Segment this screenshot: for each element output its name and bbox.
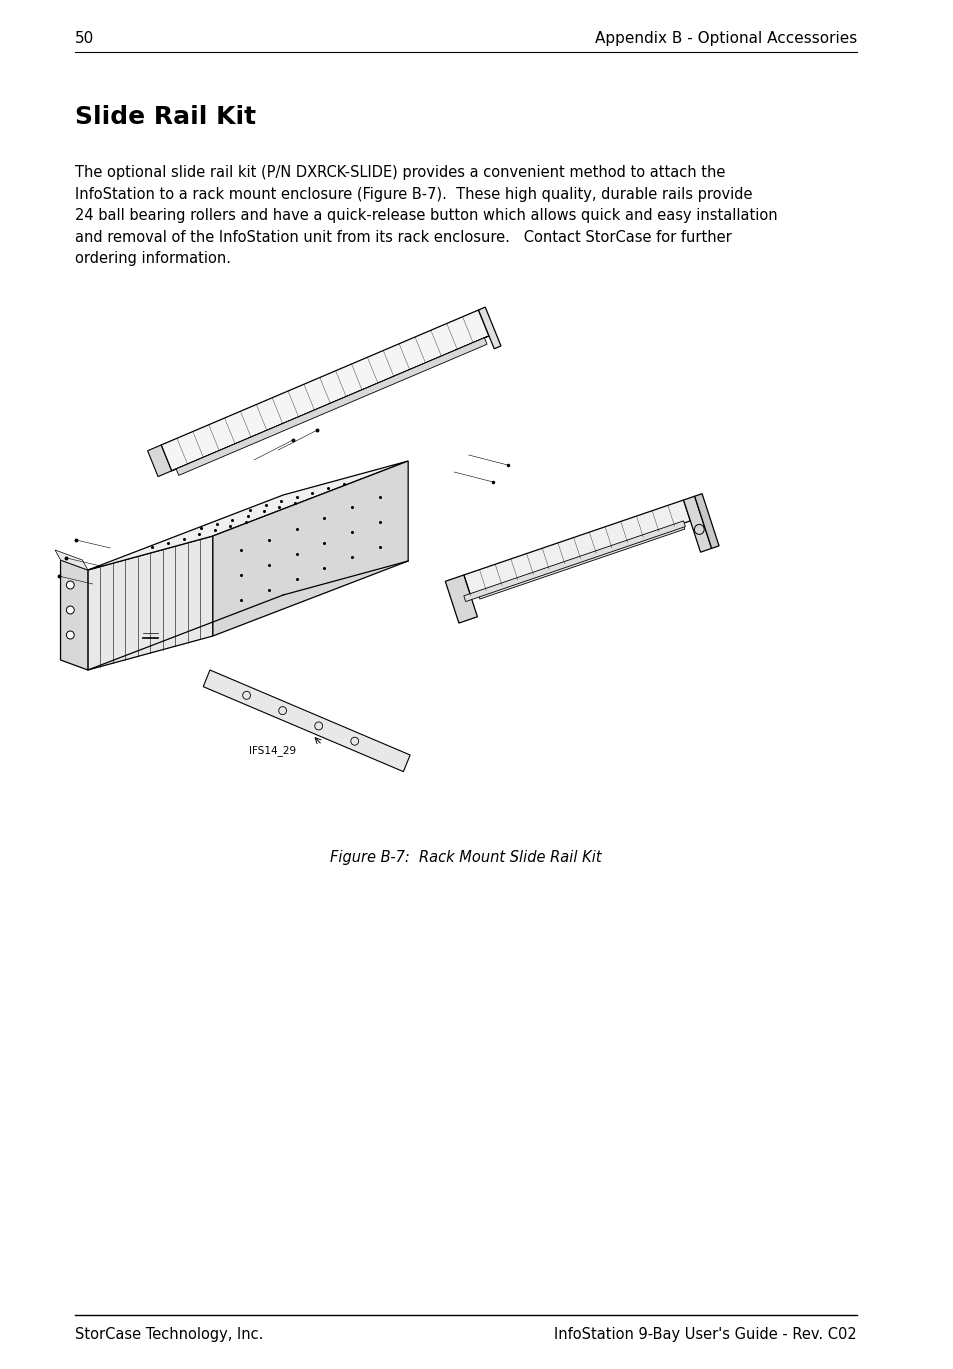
Polygon shape xyxy=(213,461,408,637)
Polygon shape xyxy=(88,461,408,570)
Polygon shape xyxy=(172,335,489,471)
Polygon shape xyxy=(148,445,172,476)
Polygon shape xyxy=(176,338,487,475)
Circle shape xyxy=(67,631,74,639)
Text: Figure B-7:  Rack Mount Slide Rail Kit: Figure B-7: Rack Mount Slide Rail Kit xyxy=(330,850,601,865)
Polygon shape xyxy=(88,537,213,669)
Polygon shape xyxy=(55,550,88,570)
Polygon shape xyxy=(161,309,489,471)
Polygon shape xyxy=(60,560,88,669)
Text: 50: 50 xyxy=(74,31,93,47)
Polygon shape xyxy=(445,575,476,623)
Text: StorCase Technology, Inc.: StorCase Technology, Inc. xyxy=(74,1327,263,1342)
Text: Appendix B - Optional Accessories: Appendix B - Optional Accessories xyxy=(594,31,856,47)
Circle shape xyxy=(67,580,74,589)
Polygon shape xyxy=(463,520,684,601)
Text: Slide Rail Kit: Slide Rail Kit xyxy=(74,105,255,129)
Polygon shape xyxy=(478,307,500,349)
Polygon shape xyxy=(694,494,719,549)
Text: InfoStation 9-Bay User's Guide - Rev. C02: InfoStation 9-Bay User's Guide - Rev. C0… xyxy=(554,1327,856,1342)
Polygon shape xyxy=(463,500,690,596)
Polygon shape xyxy=(683,496,711,552)
Text: IFS14_29: IFS14_29 xyxy=(249,745,295,756)
Text: The optional slide rail kit (P/N DXRCK-SLIDE) provides a convenient method to at: The optional slide rail kit (P/N DXRCK-S… xyxy=(74,166,777,267)
Polygon shape xyxy=(203,669,410,772)
Circle shape xyxy=(67,606,74,615)
Polygon shape xyxy=(477,523,684,600)
